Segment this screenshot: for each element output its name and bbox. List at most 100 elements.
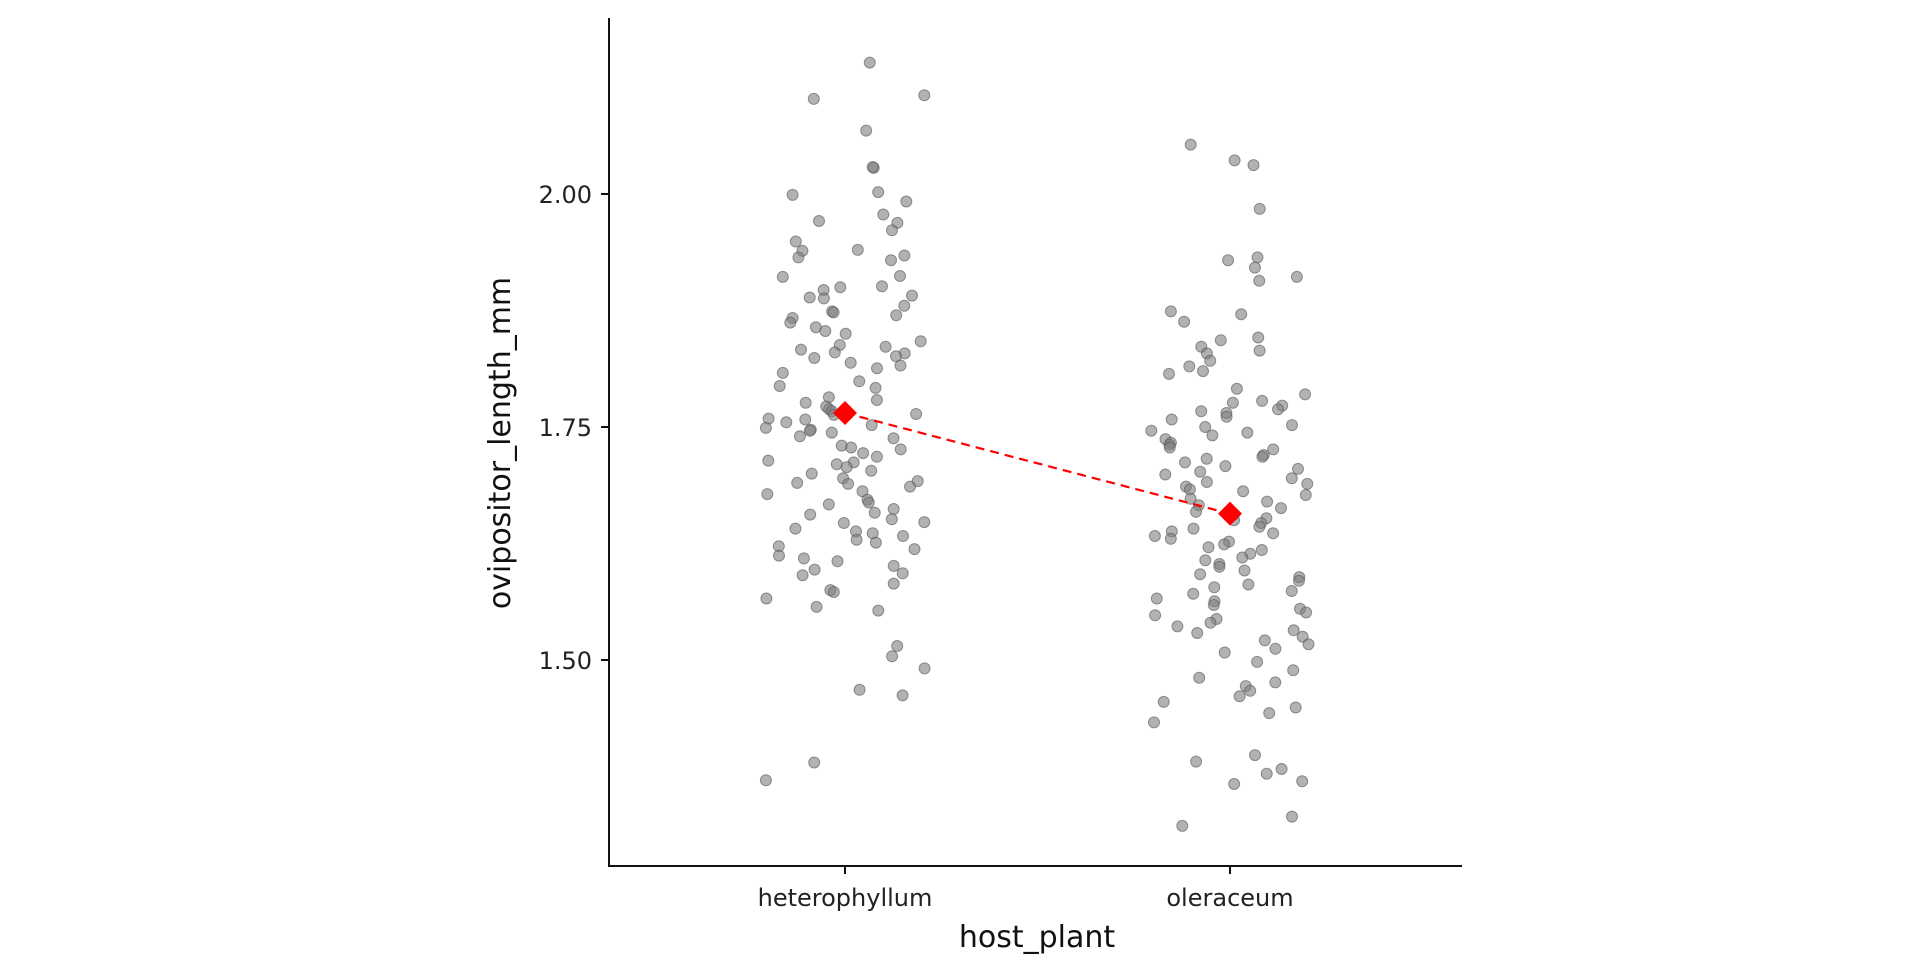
data-point-oleraceum [1218, 538, 1231, 551]
data-point-oleraceum [1269, 642, 1282, 655]
data-point-oleraceum [1238, 564, 1251, 577]
data-point-oleraceum [1285, 585, 1298, 597]
means-layer [833, 401, 1242, 526]
data-point-oleraceum [1285, 472, 1298, 485]
data-point-oleraceum [1159, 468, 1172, 481]
data-point-heterophyllum [827, 306, 840, 319]
data-point-oleraceum [1190, 755, 1203, 768]
data-point-heterophyllum [904, 480, 916, 493]
data-point-oleraceum [1258, 634, 1271, 647]
data-point-heterophyllum [918, 662, 931, 675]
data-point-heterophyllum [871, 362, 883, 375]
y-tick-label: 1.75 [539, 414, 592, 442]
data-point-heterophyllum [897, 530, 909, 542]
y-tick-label: 1.50 [539, 647, 592, 675]
data-point-oleraceum [1214, 334, 1227, 347]
data-point-heterophyllum [803, 424, 816, 437]
ticks-layer: 1.50 1.75 2.00 heterophyllum oleraceum [539, 181, 1294, 912]
data-point-oleraceum [1290, 270, 1303, 283]
data-point-oleraceum [1286, 419, 1298, 432]
data-point-heterophyllum [860, 124, 873, 137]
data-point-heterophyllum [807, 92, 820, 105]
data-point-oleraceum [1194, 568, 1207, 581]
mean-marker-oleraceum [1218, 501, 1242, 526]
data-point-oleraceum [1275, 763, 1288, 775]
data-point-oleraceum [1163, 441, 1176, 454]
data-point-heterophyllum [789, 522, 802, 535]
data-point-heterophyllum [830, 458, 843, 471]
data-point-oleraceum [1148, 716, 1160, 729]
data-point-heterophyllum [872, 604, 885, 617]
data-point-heterophyllum [894, 443, 907, 456]
data-point-heterophyllum [886, 650, 899, 663]
data-point-heterophyllum [813, 215, 825, 227]
data-point-oleraceum [1164, 532, 1177, 545]
data-point-heterophyllum [834, 281, 847, 294]
data-point-oleraceum [1199, 421, 1212, 433]
data-point-heterophyllum [853, 683, 866, 696]
data-point-heterophyllum [896, 567, 909, 580]
data-point-heterophyllum [906, 289, 918, 302]
data-point-oleraceum [1249, 749, 1261, 762]
data-point-heterophyllum [795, 343, 807, 356]
data-point-heterophyllum [803, 291, 816, 304]
data-point-oleraceum [1187, 587, 1200, 600]
mean-marker-heterophyllum [833, 401, 857, 426]
data-point-heterophyllum [876, 280, 888, 293]
data-point-oleraceum [1272, 403, 1284, 416]
data-point-heterophyllum [865, 464, 878, 477]
data-point-oleraceum [1236, 551, 1249, 564]
data-point-oleraceum [1183, 360, 1196, 373]
data-point-oleraceum [1145, 424, 1158, 437]
data-point-oleraceum [1235, 308, 1248, 321]
data-point-heterophyllum [887, 577, 900, 590]
data-point-heterophyllum [908, 543, 921, 556]
data-point-oleraceum [1184, 492, 1197, 505]
data-point-oleraceum [1287, 664, 1300, 677]
data-point-oleraceum [1253, 274, 1266, 287]
data-point-oleraceum [1267, 527, 1280, 540]
data-point-oleraceum [1260, 767, 1273, 780]
data-point-oleraceum [1269, 676, 1282, 689]
data-point-oleraceum [1247, 159, 1260, 172]
data-point-oleraceum [1190, 505, 1202, 518]
data-point-heterophyllum [759, 774, 772, 787]
data-point-oleraceum [1248, 261, 1261, 274]
data-point-oleraceum [1241, 426, 1254, 439]
data-point-oleraceum [1256, 450, 1269, 463]
data-point-oleraceum [1179, 456, 1191, 469]
data-point-oleraceum [1252, 331, 1265, 344]
data-point-oleraceum [1171, 620, 1184, 633]
data-point-oleraceum [1242, 578, 1255, 591]
data-point-heterophyllum [914, 335, 927, 348]
data-point-heterophyllum [900, 195, 913, 208]
data-point-heterophyllum [886, 224, 898, 237]
data-point-oleraceum [1263, 707, 1276, 720]
data-point-oleraceum [1207, 599, 1220, 611]
data-point-heterophyllum [819, 325, 832, 337]
data-point-heterophyllum [870, 450, 883, 463]
mean-connector-line [844, 411, 1231, 515]
data-point-heterophyllum [887, 432, 900, 445]
x-tick-label: heterophyllum [758, 884, 933, 912]
data-point-heterophyllum [780, 416, 793, 429]
data-point-oleraceum [1289, 701, 1302, 714]
data-point-heterophyllum [776, 270, 789, 283]
data-point-heterophyllum [853, 375, 866, 388]
data-point-oleraceum [1251, 251, 1264, 264]
data-point-heterophyllum [870, 394, 883, 406]
data-point-oleraceum [1208, 581, 1221, 594]
data-point-oleraceum [1200, 452, 1213, 465]
x-axis-title: host_plant [959, 920, 1116, 955]
y-tick-label: 2.00 [539, 181, 592, 209]
data-point-oleraceum [1244, 684, 1257, 697]
data-point-heterophyllum [862, 496, 875, 509]
data-point-heterophyllum [825, 426, 838, 439]
data-point-heterophyllum [885, 513, 898, 526]
data-point-heterophyllum [891, 640, 904, 652]
data-point-heterophyllum [773, 380, 786, 392]
data-point-heterophyllum [840, 461, 853, 474]
data-point-oleraceum [1275, 502, 1287, 515]
data-point-oleraceum [1157, 695, 1170, 708]
data-point-heterophyllum [845, 441, 858, 454]
